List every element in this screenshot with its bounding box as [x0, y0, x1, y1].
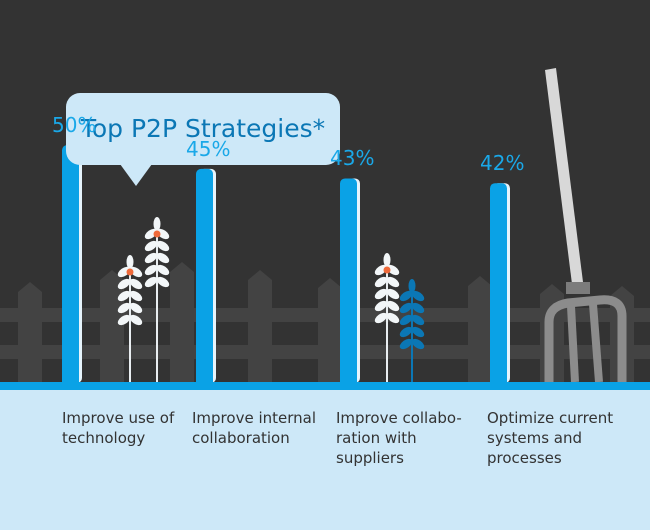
category-label-2: Improve internal collaboration: [192, 409, 316, 447]
bar-3: [340, 178, 357, 387]
pitchfork-collar: [566, 282, 590, 294]
fence-post-4: [248, 270, 272, 385]
chart-title: Top P2P Strategies*: [80, 114, 326, 143]
wheat-stalk-2: [144, 217, 170, 383]
value-label-2: 45%: [186, 136, 231, 161]
pitchfork-decoration: [544, 68, 627, 383]
pitchfork-tine-3: [589, 303, 603, 383]
value-label-4: 42%: [480, 151, 525, 176]
bar-series: [62, 145, 510, 387]
wheat-stalk-3: [374, 253, 400, 383]
value-label-1: 50%: [52, 113, 97, 138]
wheat-stalk-1: [117, 255, 143, 383]
pitchfork-outer-tines: [544, 295, 627, 382]
fence-post-5: [318, 278, 342, 385]
pitchfork-handle: [545, 68, 583, 284]
ground-line: [0, 382, 650, 391]
value-label-3: 43%: [330, 146, 375, 171]
pitchfork-tine-2: [567, 305, 579, 383]
ground-area: [0, 390, 650, 530]
title-bubble-tail: [120, 164, 152, 186]
wheat-decoration: [117, 217, 425, 383]
fence-post-6: [468, 276, 492, 385]
category-label-1: Improve use of technology: [62, 409, 175, 447]
bar-2: [196, 168, 213, 387]
title-bubble: [66, 93, 340, 165]
category-label-3: Improve collabo- ration with suppliers: [336, 409, 462, 467]
fence-post-1: [18, 282, 42, 385]
bar-4: [490, 183, 507, 387]
bar-1: [62, 145, 79, 387]
fence-post-3: [170, 262, 194, 385]
category-label-4: Optimize current systems and processes: [487, 409, 614, 467]
wheat-stalk-4: [399, 279, 425, 383]
